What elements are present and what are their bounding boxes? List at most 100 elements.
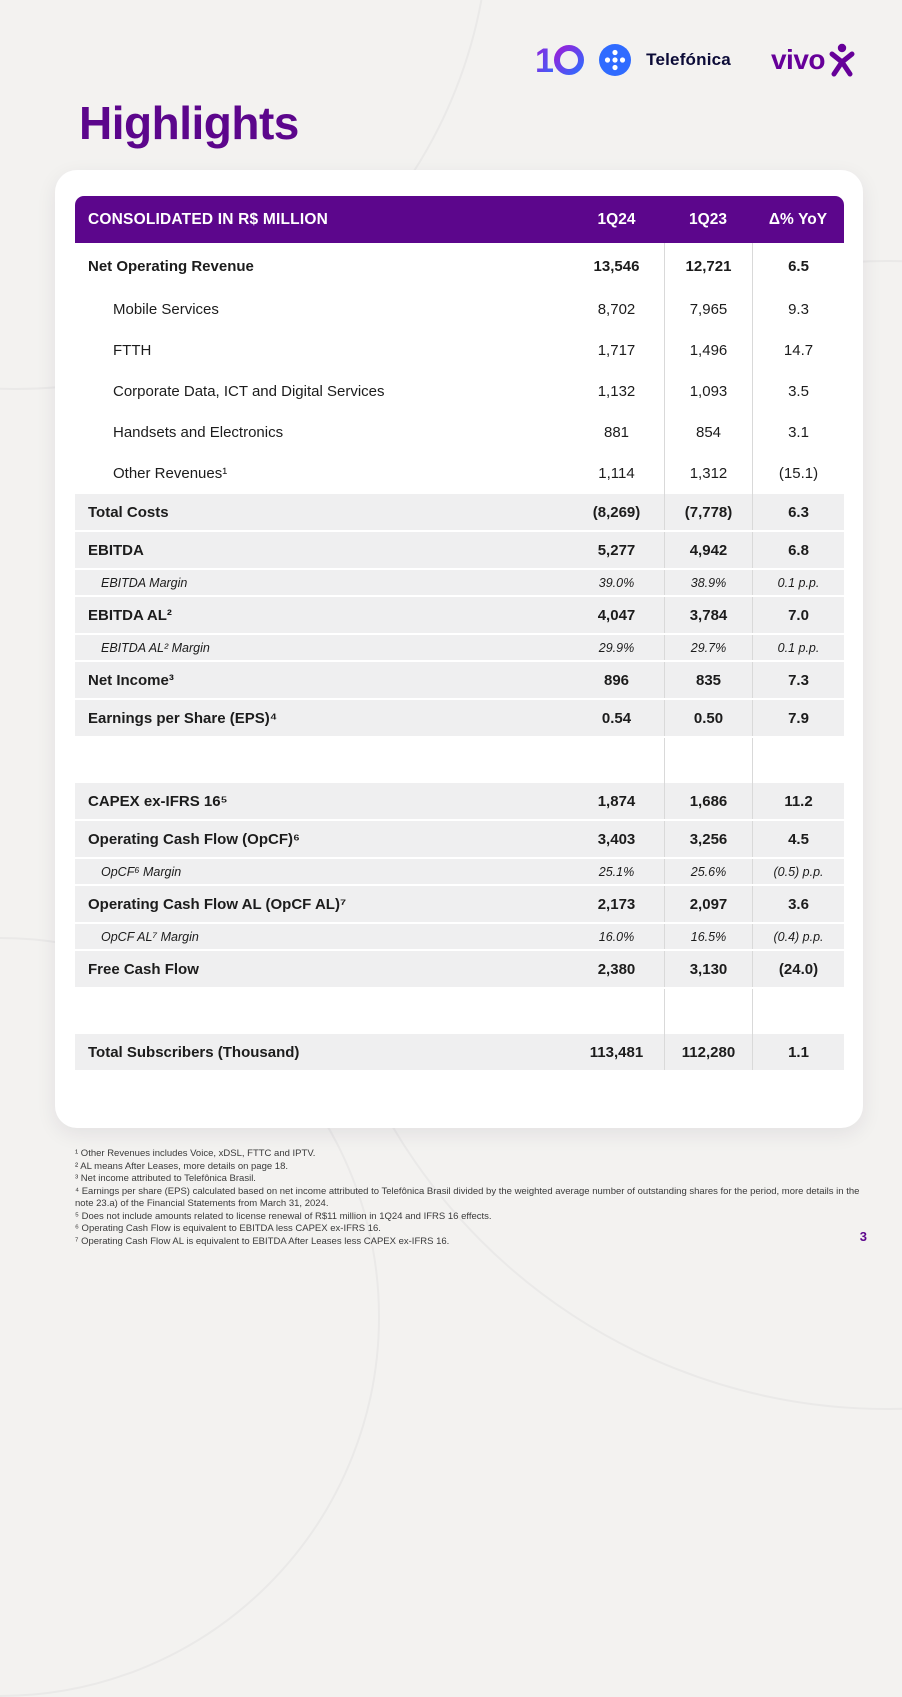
- value-yoy: 7.0: [752, 597, 844, 633]
- value-yoy: 9.3: [752, 289, 844, 330]
- row-label: [75, 738, 569, 783]
- column-header-1q24: 1Q24: [597, 210, 636, 228]
- table-row: Net Operating Revenue 13,546 12,721 6.5: [75, 243, 844, 289]
- value-1q23: 3,256: [664, 821, 752, 857]
- table-row: Operating Cash Flow (OpCF)⁶ 3,403 3,256 4.5: [75, 821, 844, 859]
- value-1q24: (8,269): [592, 503, 641, 521]
- value-1q24: 8,702: [597, 301, 636, 318]
- table-spacer-row: [75, 738, 844, 783]
- financial-table: CONSOLIDATED IN R$ MILLION 1Q24 1Q23 Δ% …: [75, 196, 844, 1072]
- table-row: EBITDA AL² Margin 29.9% 29.7% 0.1 p.p.: [75, 635, 844, 662]
- row-label: FTTH: [113, 342, 152, 359]
- value-1q24: [569, 989, 664, 1034]
- table-row: Earnings per Share (EPS)⁴ 0.54 0.50 7.9: [75, 700, 844, 738]
- value-1q24: 113,481: [589, 1043, 644, 1061]
- value-1q24: 4,047: [597, 606, 636, 624]
- value-1q24: 1,874: [597, 792, 636, 810]
- table-row: Handsets and Electronics 881 854 3.1: [75, 412, 844, 453]
- row-label: Free Cash Flow: [88, 960, 199, 978]
- table-row: Net Income³ 896 835 7.3: [75, 662, 844, 700]
- row-label: Total Costs: [88, 503, 169, 521]
- vivo-wordmark: vivo: [770, 44, 826, 75]
- row-label: [75, 989, 569, 1034]
- row-label: Operating Cash Flow AL (OpCF AL)⁷: [88, 895, 347, 913]
- value-yoy: 3.1: [752, 412, 844, 453]
- row-label: OpCF⁶ Margin: [101, 864, 182, 879]
- value-1q23: 1,686: [664, 783, 752, 819]
- value-1q24: 39.0%: [598, 575, 635, 590]
- table-row: FTTH 1,717 1,496 14.7: [75, 330, 844, 371]
- column-header-1q23: 1Q23: [689, 210, 727, 228]
- table-row: Free Cash Flow 2,380 3,130 (24.0): [75, 951, 844, 989]
- value-1q23: 7,965: [664, 289, 752, 330]
- value-1q23: 1,496: [664, 330, 752, 371]
- value-yoy: 11.2: [752, 783, 844, 819]
- value-yoy: 6.8: [752, 532, 844, 568]
- table-row: EBITDA 5,277 4,942 6.8: [75, 532, 844, 570]
- value-1q24: 0.54: [601, 709, 632, 727]
- row-label: Operating Cash Flow (OpCF)⁶: [88, 830, 300, 848]
- value-yoy: 3.5: [752, 371, 844, 412]
- telefonica-100-icon: 1: [535, 42, 632, 78]
- table-row: CAPEX ex-IFRS 16⁵ 1,874 1,686 11.2: [75, 783, 844, 821]
- footnote: ⁴ Earnings per share (EPS) calculated ba…: [75, 1185, 860, 1210]
- value-yoy: 3.6: [752, 886, 844, 922]
- column-header-yoy: Δ% YoY: [768, 210, 828, 228]
- value-1q24: 896: [603, 671, 630, 689]
- vivo-person-icon: [829, 43, 855, 77]
- row-label: Other Revenues¹: [113, 465, 228, 482]
- header-logos: 1 Telefónica vivo: [535, 42, 856, 78]
- value-1q24: 2,173: [597, 895, 636, 913]
- value-1q23: 16.5%: [664, 924, 752, 949]
- table-row: Operating Cash Flow AL (OpCF AL)⁷ 2,173 2,…: [75, 886, 844, 924]
- value-1q23: 854: [664, 412, 752, 453]
- value-1q24: 1,132: [597, 383, 636, 400]
- footnote: ⁶ Operating Cash Flow is equivalent to E…: [75, 1223, 381, 1235]
- telefonica-wordmark: Telefónica: [646, 50, 731, 69]
- footnote: ³ Net income attributed to Telefônica Br…: [75, 1173, 256, 1185]
- value-1q23: 1,093: [664, 371, 752, 412]
- telefonica-100-logo: 1 Telefónica: [535, 42, 731, 78]
- value-1q24: 16.0%: [598, 929, 635, 944]
- value-yoy: 6.3: [752, 494, 844, 530]
- row-label: EBITDA Margin: [101, 575, 188, 590]
- row-label: Mobile Services: [113, 301, 219, 318]
- row-label: Earnings per Share (EPS)⁴: [88, 709, 278, 727]
- table-row: Mobile Services 8,702 7,965 9.3: [75, 289, 844, 330]
- value-1q23: 1,312: [664, 453, 752, 494]
- table-spacer-row: [75, 989, 844, 1034]
- value-1q24: 25.1%: [598, 864, 635, 879]
- table-row: Total Subscribers (Thousand) 113,481 112,2…: [75, 1034, 844, 1072]
- row-label: EBITDA: [88, 541, 144, 559]
- svg-text:1: 1: [535, 42, 554, 78]
- value-1q23: 835: [664, 662, 752, 698]
- row-label: EBITDA AL² Margin: [101, 640, 210, 655]
- value-1q23: 25.6%: [664, 859, 752, 884]
- value-yoy: (0.5) p.p.: [752, 859, 844, 884]
- table-row: Corporate Data, ICT and Digital Services…: [75, 371, 844, 412]
- row-label: Corporate Data, ICT and Digital Services: [113, 383, 385, 400]
- slide-page: 1 Telefónica vivo: [55, 42, 867, 1247]
- value-1q24: 29.9%: [598, 640, 635, 655]
- value-1q23: 4,942: [664, 532, 752, 568]
- value-yoy: 6.5: [752, 243, 844, 289]
- value-yoy: 0.1 p.p.: [752, 635, 844, 660]
- row-label: CAPEX ex-IFRS 16⁵: [88, 792, 228, 810]
- value-yoy: (15.1): [752, 453, 844, 494]
- value-yoy: [752, 738, 844, 783]
- footnote: ¹ Other Revenues includes Voice, xDSL, F…: [75, 1148, 316, 1159]
- page-title: Highlights: [79, 97, 299, 149]
- table-header-row: CONSOLIDATED IN R$ MILLION 1Q24 1Q23 Δ% …: [75, 196, 844, 243]
- value-1q24: 1,717: [597, 342, 636, 359]
- footnote: ⁵ Does not include amounts related to li…: [75, 1210, 492, 1222]
- value-1q23: 112,280: [664, 1034, 752, 1070]
- highlights-card: CONSOLIDATED IN R$ MILLION 1Q24 1Q23 Δ% …: [55, 170, 863, 1128]
- value-yoy: (0.4) p.p.: [752, 924, 844, 949]
- page-number: 3: [859, 1229, 867, 1244]
- value-yoy: 4.5: [752, 821, 844, 857]
- row-label: Handsets and Electronics: [113, 424, 284, 441]
- column-header-consolidated: CONSOLIDATED IN R$ MILLION: [88, 210, 328, 228]
- table-row: Total Costs (8,269) (7,778) 6.3: [75, 494, 844, 532]
- value-1q24: 2,380: [597, 960, 636, 978]
- table-row: OpCF AL⁷ Margin 16.0% 16.5% (0.4) p.p.: [75, 924, 844, 951]
